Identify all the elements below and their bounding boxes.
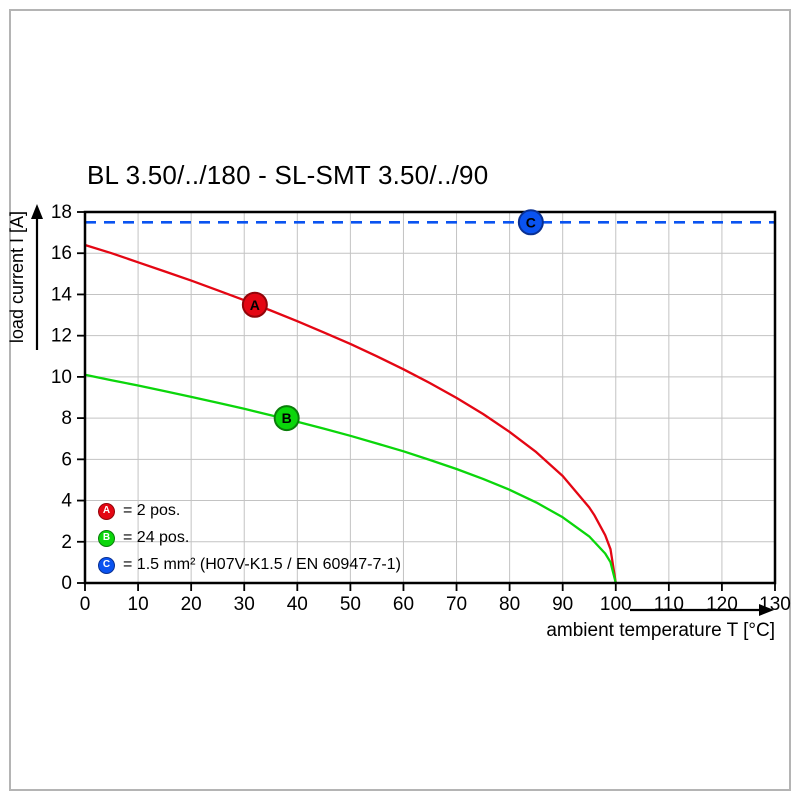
legend-label-c: = 1.5 mm² (H07V-K1.5 / EN 60947-7-1): [123, 556, 401, 573]
chart-legend: A = 2 pos. B = 24 pos. C = 1.5 mm² (H07V…: [98, 502, 401, 574]
legend-marker-letter: C: [102, 559, 111, 570]
svg-text:40: 40: [287, 594, 308, 615]
svg-text:6: 6: [61, 449, 72, 470]
svg-text:90: 90: [552, 594, 573, 615]
legend-marker-b-icon: B: [98, 529, 115, 547]
legend-label-a: = 2 pos.: [123, 502, 181, 519]
legend-item-b: B = 24 pos.: [98, 529, 401, 547]
svg-text:A: A: [250, 297, 260, 313]
legend-marker-c-icon: C: [98, 556, 115, 574]
svg-text:60: 60: [393, 594, 414, 615]
svg-text:2: 2: [61, 532, 72, 553]
legend-label-b: = 24 pos.: [123, 529, 190, 546]
svg-text:110: 110: [654, 594, 684, 615]
svg-text:4: 4: [61, 491, 72, 512]
svg-text:70: 70: [446, 594, 467, 615]
svg-text:0: 0: [80, 594, 91, 615]
svg-text:B: B: [282, 410, 292, 426]
svg-text:10: 10: [128, 594, 149, 615]
svg-text:8: 8: [61, 408, 72, 429]
legend-item-c: C = 1.5 mm² (H07V-K1.5 / EN 60947-7-1): [98, 556, 401, 574]
svg-text:12: 12: [51, 326, 72, 347]
legend-marker-letter: B: [102, 532, 111, 543]
svg-text:50: 50: [340, 594, 361, 615]
svg-text:120: 120: [706, 594, 738, 615]
page-title: BL 3.50/../180 - SL-SMT 3.50/../90: [87, 160, 489, 190]
legend-marker-letter: A: [102, 505, 111, 516]
svg-text:0: 0: [61, 573, 72, 594]
legend-item-a: A = 2 pos.: [98, 502, 401, 520]
x-axis-label: ambient temperature T [°C]: [546, 620, 775, 641]
svg-text:18: 18: [51, 202, 72, 223]
legend-marker-a-icon: A: [98, 502, 115, 520]
svg-text:10: 10: [51, 367, 72, 388]
svg-text:C: C: [526, 214, 536, 230]
svg-text:80: 80: [499, 594, 520, 615]
svg-text:30: 30: [234, 594, 255, 615]
svg-text:100: 100: [600, 594, 632, 615]
svg-text:16: 16: [51, 243, 72, 264]
y-axis-label: load current I [A]: [7, 211, 27, 344]
svg-text:14: 14: [51, 284, 73, 305]
svg-text:20: 20: [181, 594, 202, 615]
